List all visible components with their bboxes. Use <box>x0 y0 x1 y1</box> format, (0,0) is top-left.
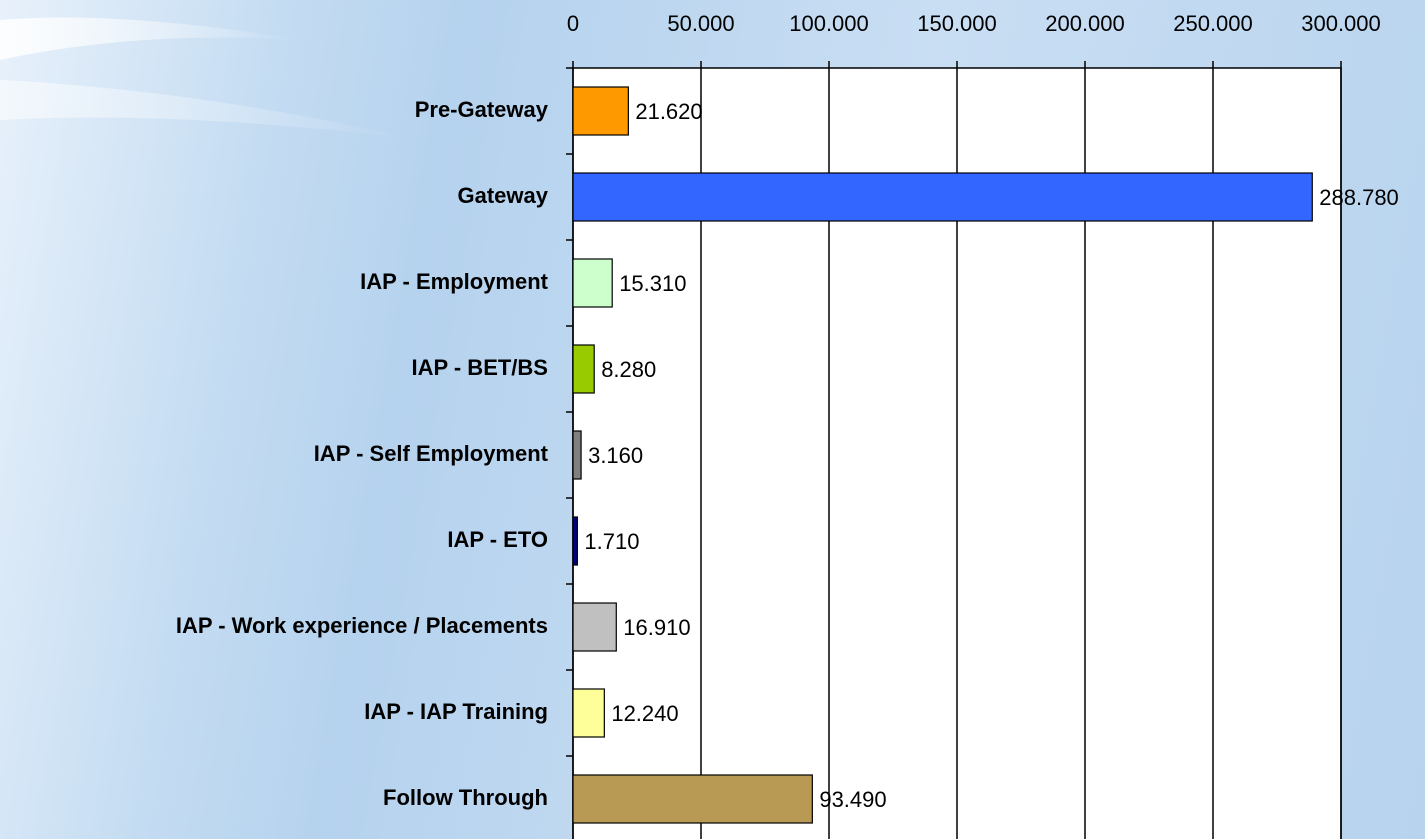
value-label: 21.620 <box>635 99 702 124</box>
x-tick-label: 250.000 <box>1173 11 1253 36</box>
value-label: 15.310 <box>619 271 686 296</box>
value-label: 93.490 <box>819 787 886 812</box>
y-tick-label: Gateway <box>458 183 549 208</box>
y-tick-label: IAP - IAP Training <box>364 699 548 724</box>
bar <box>572 258 613 308</box>
value-label: 288.780 <box>1319 185 1399 210</box>
y-tick-label: IAP - Work experience / Placements <box>176 613 548 638</box>
x-tick-label: 0 <box>567 11 579 36</box>
y-tick-label: IAP - Employment <box>360 269 549 294</box>
value-label: 16.910 <box>623 615 690 640</box>
x-tick-label: 200.000 <box>1045 11 1125 36</box>
y-tick-label: Follow Through <box>383 785 548 810</box>
background-streak <box>0 17 300 60</box>
x-tick-label: 100.000 <box>789 11 869 36</box>
y-tick-label: IAP - ETO <box>447 527 548 552</box>
x-tick-label: 50.000 <box>667 11 734 36</box>
y-tick-label: IAP - Self Employment <box>314 441 549 466</box>
bar <box>572 344 595 394</box>
bar <box>572 516 578 566</box>
bar <box>572 430 582 480</box>
bar <box>572 688 605 738</box>
value-label: 1.710 <box>584 529 639 554</box>
x-tick-label: 150.000 <box>917 11 997 36</box>
value-label: 3.160 <box>588 443 643 468</box>
value-label: 12.240 <box>611 701 678 726</box>
bar <box>572 602 617 652</box>
bar <box>572 86 629 136</box>
y-tick-label: Pre-Gateway <box>415 97 549 122</box>
y-tick-label: IAP - BET/BS <box>411 355 548 380</box>
value-label: 8.280 <box>601 357 656 382</box>
bar <box>572 172 1313 222</box>
x-tick-label: 300.000 <box>1301 11 1381 36</box>
bar <box>572 774 813 824</box>
background-streak <box>0 80 420 140</box>
